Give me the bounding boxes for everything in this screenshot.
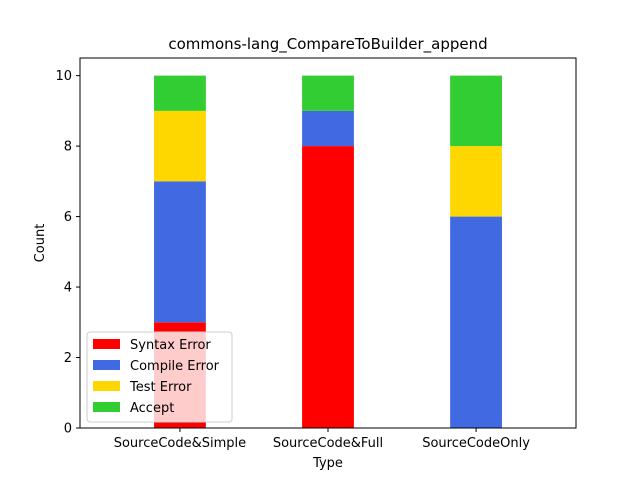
x-tick-label: SourceCodeOnly bbox=[422, 436, 530, 451]
legend-label: Syntax Error bbox=[130, 338, 211, 353]
bar-segment bbox=[450, 216, 502, 428]
bar-segment bbox=[450, 146, 502, 217]
y-tick-label: 6 bbox=[64, 210, 72, 225]
y-tick-label: 8 bbox=[64, 140, 72, 155]
y-tick-label: 10 bbox=[55, 69, 72, 84]
y-tick-label: 0 bbox=[64, 422, 72, 437]
y-axis-ticks: 0 2 4 6 8 10 bbox=[55, 69, 80, 437]
legend-label: Accept bbox=[130, 401, 174, 416]
bar-segment bbox=[302, 75, 354, 111]
y-axis-label: Count bbox=[33, 224, 48, 263]
bar-segment bbox=[154, 181, 206, 323]
legend-swatch bbox=[93, 339, 120, 349]
legend-box bbox=[86, 331, 233, 423]
x-tick-label: SourceCode&Full bbox=[273, 436, 383, 451]
bar-segment bbox=[302, 110, 354, 147]
legend: Syntax Error Compile Error Test Error Accep… bbox=[86, 331, 233, 423]
legend-swatch bbox=[93, 360, 120, 370]
x-axis-label: Type bbox=[312, 456, 343, 471]
bar-segment bbox=[154, 75, 206, 111]
x-axis-ticks: SourceCode&Simple SourceCode&Full SourceCo… bbox=[114, 428, 530, 451]
bar-segment bbox=[302, 146, 354, 428]
bar-segment bbox=[450, 75, 502, 147]
legend-swatch bbox=[93, 402, 120, 412]
bar-segment bbox=[154, 110, 206, 182]
plot-frame bbox=[79, 57, 577, 429]
legend-swatch bbox=[93, 381, 120, 391]
x-tick-label: SourceCode&Simple bbox=[114, 436, 246, 451]
chart-title: commons-lang_CompareToBuilder_append bbox=[168, 35, 487, 54]
y-tick-label: 2 bbox=[64, 351, 72, 366]
y-tick-label: 4 bbox=[64, 281, 72, 296]
legend-label: Test Error bbox=[129, 380, 192, 395]
legend-label: Compile Error bbox=[130, 359, 220, 374]
